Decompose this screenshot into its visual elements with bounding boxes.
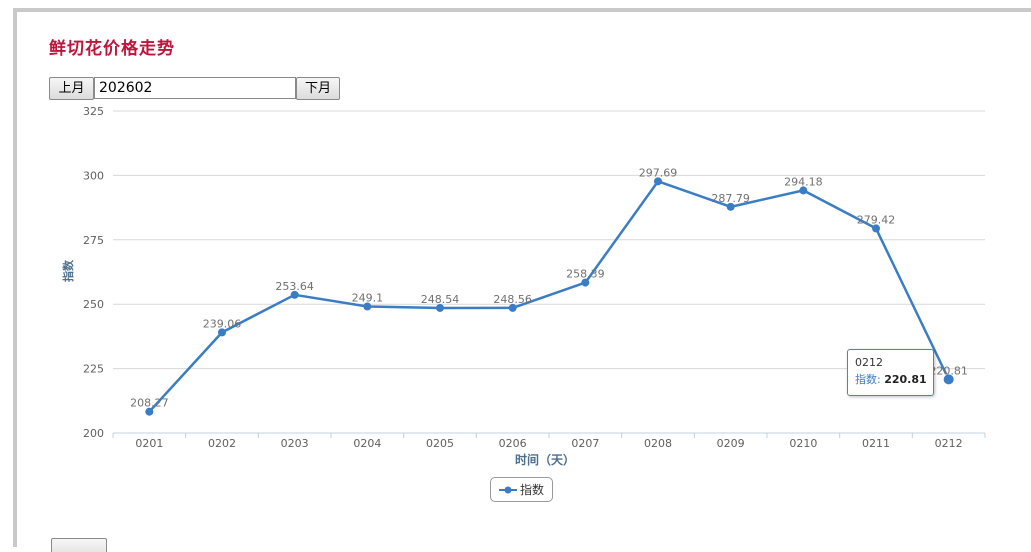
- y-tick-label: 225: [83, 363, 104, 376]
- data-label: 239.06: [203, 317, 242, 330]
- x-tick-label: 0205: [426, 437, 454, 450]
- x-tick-label: 0204: [353, 437, 381, 450]
- x-tick-label: 0211: [862, 437, 890, 450]
- x-tick-label: 0206: [499, 437, 527, 450]
- x-tick-label: 0212: [935, 437, 963, 450]
- data-point: [145, 407, 154, 416]
- data-label: 294.18: [784, 175, 823, 188]
- legend-line-marker-icon: [498, 486, 517, 493]
- page-title: 鲜切花价格走势: [49, 39, 175, 59]
- data-label: 253.64: [275, 280, 314, 293]
- data-point: [654, 177, 662, 186]
- tooltip-series-name: 指数: [855, 373, 877, 386]
- data-label: 220.81: [929, 364, 968, 377]
- data-label: 297.69: [639, 166, 678, 179]
- prev-month-button[interactable]: 上月: [49, 77, 94, 100]
- data-label: 248.54: [421, 293, 460, 306]
- data-point: [218, 328, 226, 337]
- data-point: [290, 290, 299, 299]
- x-tick-label: 0201: [135, 437, 163, 450]
- data-label: 258.39: [566, 268, 605, 281]
- legend-label: 指数: [519, 483, 544, 497]
- tooltip-category: 0212: [855, 356, 883, 369]
- y-tick-label: 275: [83, 234, 104, 247]
- data-label: 249.1: [352, 292, 384, 305]
- data-point: [508, 303, 517, 312]
- y-tick-label: 300: [83, 169, 104, 182]
- x-tick-label: 0209: [717, 437, 745, 450]
- data-point: [363, 302, 372, 311]
- data-point: [799, 186, 808, 195]
- data-label: 287.79: [711, 192, 750, 205]
- x-tick-label: 0207: [571, 437, 599, 450]
- y-tick-label: 325: [83, 105, 104, 118]
- x-tick-label: 0203: [281, 437, 309, 450]
- y-tick-label: 200: [83, 427, 104, 440]
- x-tick-label: 0208: [644, 437, 672, 450]
- data-label: 279.42: [857, 213, 896, 226]
- axis-layer: 200 225 250 275 300 325 0201 0202 0203 0204 0205 02…: [83, 105, 986, 450]
- x-tick-label: 0202: [208, 437, 236, 450]
- bottom-button[interactable]: [51, 538, 107, 552]
- next-month-button[interactable]: 下月: [296, 77, 340, 100]
- data-point: [726, 202, 735, 211]
- month-input[interactable]: 202602: [94, 77, 296, 99]
- x-tick-label: 0210: [789, 437, 817, 450]
- data-point: [872, 224, 880, 233]
- x-axis-label: 时间（天）: [515, 452, 575, 467]
- data-point: [436, 303, 444, 312]
- data-label: 208.27: [130, 397, 169, 410]
- series-layer: [145, 177, 955, 416]
- chart-tooltip: 0212 指数: 220.81: [847, 349, 934, 396]
- chart-legend[interactable]: 指数: [490, 477, 553, 502]
- data-point: [942, 373, 955, 386]
- tooltip-value: 220.81: [884, 373, 927, 386]
- series-line: [148, 180, 950, 413]
- data-label: 248.56: [493, 293, 532, 306]
- data-label-layer: 208.27 239.06 253.64 249.1 248.54 248.56 258.3…: [130, 166, 968, 409]
- data-point: [581, 278, 590, 287]
- y-axis-label: 指数: [61, 259, 75, 282]
- y-tick-label: 250: [83, 298, 104, 311]
